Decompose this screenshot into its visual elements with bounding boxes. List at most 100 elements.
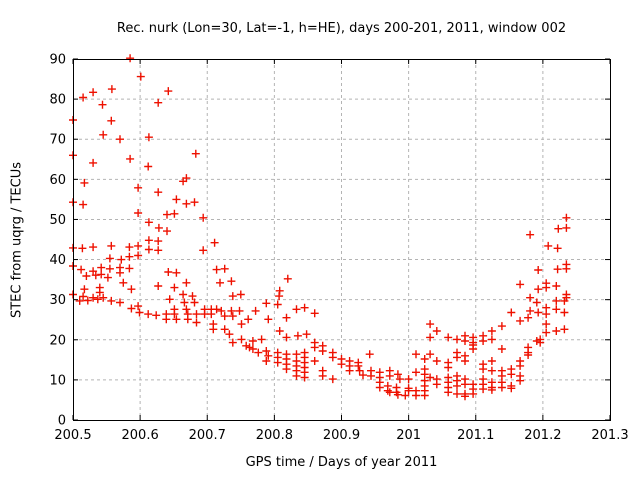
data-point-marker [248,345,257,353]
data-point-marker [365,350,374,359]
data-point-marker [99,293,108,302]
data-point-marker [383,386,392,395]
data-point-marker [165,295,174,304]
data-point-marker [170,310,179,319]
x-tick-label: 200.9 [323,428,360,443]
data-point-marker [275,327,284,335]
data-point-marker [453,353,461,362]
data-point-marker [264,315,273,324]
data-point-marker [172,315,181,324]
data-point-marker [487,327,496,335]
data-point-marker [432,380,441,389]
data-point-marker [562,223,571,232]
data-point-marker [257,335,266,344]
data-point-marker [154,223,163,232]
y-tick-label: 70 [49,133,66,148]
data-point-marker [534,266,543,274]
data-point-marker [453,381,461,390]
data-point-marker [244,315,253,324]
data-point-marker [310,343,319,352]
data-points [69,54,571,401]
y-tick-label: 60 [49,173,66,188]
chart-title: Rec. nurk (Lon=30, Lat=-1, h=HE), days 2… [116,21,567,36]
data-point-marker [126,154,135,163]
data-point-marker [251,306,260,315]
data-point-marker [283,274,292,283]
data-point-marker [190,198,199,207]
data-point-marker [82,272,91,280]
data-point-marker [225,330,234,339]
data-point-marker [412,368,420,377]
data-point-marker [237,335,246,344]
data-point-marker [544,241,553,250]
data-point-marker [516,280,525,289]
data-point-marker [154,246,163,255]
data-point-marker [534,285,543,294]
data-point-marker [487,385,496,394]
data-point-marker [190,298,199,307]
data-point-marker [302,330,311,339]
data-point-marker [487,335,496,344]
data-point-marker [469,345,478,353]
data-point-marker [105,264,114,273]
data-point-marker [79,292,88,301]
data-point-marker [552,305,561,314]
data-point-marker [507,384,516,393]
x-tick-label: 200.7 [189,428,226,443]
data-point-marker [554,224,563,233]
data-point-marker [125,264,134,273]
data-point-marker [254,348,263,357]
data-point-marker [532,337,541,345]
data-point-marker [163,210,171,219]
data-point-marker [542,320,551,329]
data-point-marker [164,268,173,276]
y-tick-label: 90 [49,53,66,68]
data-point-marker [385,388,394,397]
data-point-marker [136,72,145,81]
data-point-marker [212,265,221,274]
data-point-marker [542,283,551,292]
data-point-marker [562,293,571,302]
data-point-marker [420,391,429,400]
y-tick-label: 40 [49,253,66,268]
data-point-marker [395,375,404,384]
data-point-marker [359,371,367,380]
data-point-marker [125,252,134,261]
x-tick-label: 200.6 [122,428,159,443]
data-point-marker [393,390,402,399]
data-point-marker [144,133,153,142]
data-point-marker [93,295,102,304]
data-point-marker [144,218,153,227]
y-tick-label: 10 [49,373,66,388]
data-point-marker [144,310,153,319]
data-point-marker [560,308,569,317]
data-point-marker [144,245,153,254]
x-tick-label: 201.1 [457,428,494,443]
data-point-marker [107,296,116,305]
data-point-marker [328,375,337,384]
data-point-marker [170,283,179,292]
data-point-marker [216,278,224,287]
data-point-marker [154,98,163,107]
data-point-marker [426,350,435,359]
y-tick-label: 0 [58,414,66,429]
data-point-marker [107,85,116,94]
data-point-marker [172,268,181,277]
data-point-marker [78,244,87,253]
data-point-marker [89,293,98,302]
data-point-marker [192,310,201,319]
data-point-marker [91,271,100,280]
data-point-marker [119,278,128,287]
data-point-marker [126,54,135,63]
data-point-marker [487,366,496,375]
data-point-marker [105,254,114,263]
data-point-marker [245,343,254,352]
data-point-marker [560,325,569,334]
data-point-marker [228,338,237,347]
tick-labels: 200.5 200.6 200.7 200.8 200.9 201 201.1 201.2 20… [49,53,628,444]
data-point-marker [179,290,188,299]
data-point-marker [89,158,98,167]
data-point-marker [532,298,541,307]
data-point-marker [393,370,402,379]
